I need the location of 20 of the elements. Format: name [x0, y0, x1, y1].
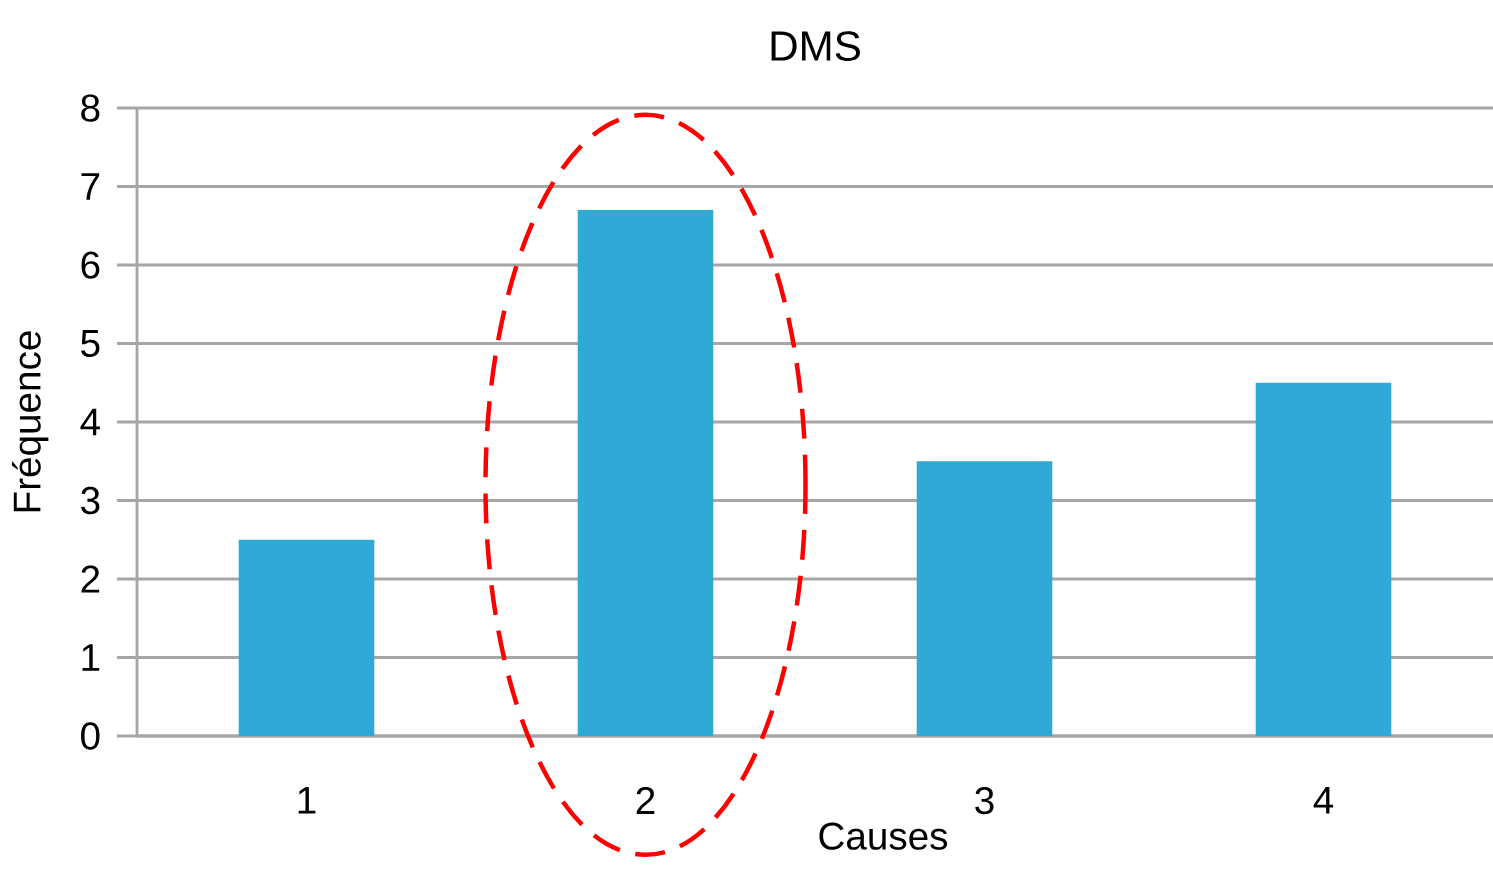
y-tick-label: 6: [81, 251, 100, 279]
bar: [577, 210, 714, 737]
y-tick-label: 8: [81, 94, 100, 122]
y-axis-title: Fréquence: [11, 331, 49, 512]
y-tick-label: 2: [81, 565, 100, 593]
y-tick-label: 1: [82, 644, 100, 671]
y-tick-label: 3: [81, 486, 100, 515]
y-tick-label: 5: [81, 330, 100, 358]
x-tick-label: 2: [636, 786, 655, 814]
bar: [238, 539, 375, 737]
x-tick-label: 3: [975, 786, 994, 815]
y-tick-label: 7: [81, 173, 100, 200]
x-tick-label: 4: [1313, 786, 1334, 814]
chart-title: DMS: [771, 31, 860, 61]
bar: [916, 461, 1053, 737]
y-tick-label: 0: [81, 722, 100, 750]
x-tick-label: 1: [298, 786, 316, 814]
x-axis-title: Causes: [819, 822, 948, 850]
bar: [1255, 382, 1392, 737]
y-tick-label: 4: [80, 408, 100, 436]
